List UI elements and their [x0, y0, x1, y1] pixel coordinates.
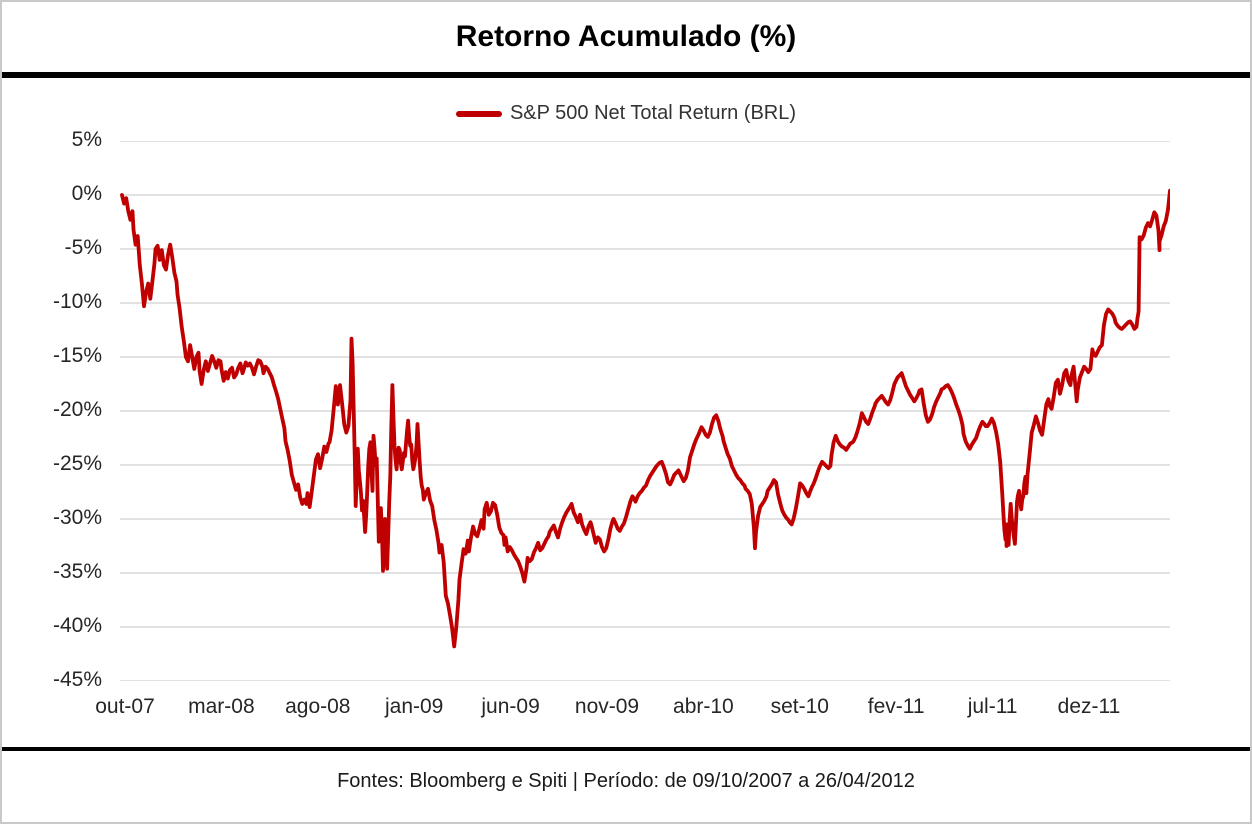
legend: S&P 500 Net Total Return (BRL) — [2, 102, 1250, 125]
y-tick-label: -10% — [52, 290, 102, 313]
y-tick-label: -25% — [52, 452, 102, 475]
x-tick-label: jul-11 — [967, 695, 1018, 718]
footer-band: Fontes: Bloomberg e Spiti | Período: de … — [2, 751, 1250, 811]
y-tick-label: 5% — [71, 128, 102, 151]
x-tick-label: abr-10 — [673, 695, 734, 718]
x-tick-label: ago-08 — [285, 695, 351, 718]
series-line — [120, 188, 1170, 649]
y-tick-label: -15% — [52, 344, 102, 367]
x-tick-label: set-10 — [770, 695, 829, 718]
x-tick-label: fev-11 — [867, 695, 925, 718]
x-tick-label: jan-09 — [384, 695, 444, 718]
x-tick-label: dez-11 — [1057, 695, 1121, 718]
x-tick-label: out-07 — [95, 695, 155, 718]
title-divider — [2, 72, 1250, 78]
title-band: Retorno Acumulado (%) — [2, 2, 1250, 72]
legend-label: S&P 500 Net Total Return (BRL) — [509, 102, 797, 124]
x-tick-label: jun-09 — [481, 695, 540, 718]
line-chart-plot-area — [120, 141, 1170, 681]
footer-divider — [2, 747, 1250, 751]
y-tick-label: -45% — [52, 668, 102, 691]
y-tick-label: -40% — [52, 614, 102, 637]
y-tick-label: -20% — [52, 398, 102, 421]
source-caption: Fontes: Bloomberg e Spiti | Período: de … — [337, 769, 915, 792]
y-tick-label: 0% — [71, 182, 102, 205]
y-tick-label: -30% — [52, 506, 102, 529]
x-tick-label: nov-09 — [574, 695, 640, 718]
page-title: Retorno Acumulado (%) — [455, 20, 797, 53]
x-tick-label: mar-08 — [188, 695, 255, 718]
y-tick-label: -35% — [52, 560, 102, 583]
y-tick-label: -5% — [64, 236, 102, 259]
legend-line-swatch — [455, 110, 502, 117]
